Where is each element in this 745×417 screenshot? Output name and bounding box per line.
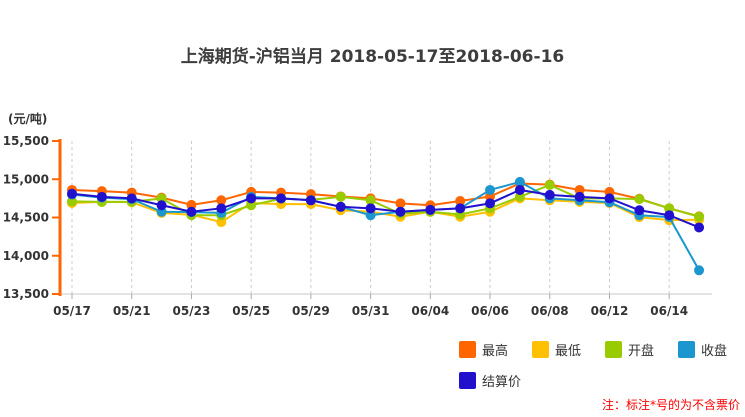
legend-label-close: 收盘 bbox=[701, 344, 728, 359]
svg-text:05/17: 05/17 bbox=[53, 304, 91, 318]
legend-swatch-low-icon bbox=[532, 341, 549, 358]
legend-label-open: 开盘 bbox=[628, 344, 655, 359]
legend-item-open: 开盘 bbox=[605, 340, 678, 359]
y-axis-unit-label: (元/吨) bbox=[8, 112, 48, 126]
svg-text:14,500: 14,500 bbox=[3, 211, 49, 225]
svg-text:05/23: 05/23 bbox=[173, 304, 211, 318]
svg-text:06/14: 06/14 bbox=[650, 304, 688, 318]
svg-text:06/08: 06/08 bbox=[531, 304, 569, 318]
chart-legend: 最高 最低 开盘 收盘 结算价 bbox=[459, 340, 744, 402]
legend-item-high: 最高 bbox=[459, 340, 532, 359]
footnote-text: 注：标注*号的为不含票价 bbox=[601, 398, 740, 412]
svg-text:05/31: 05/31 bbox=[352, 304, 390, 318]
svg-text:14,000: 14,000 bbox=[3, 249, 49, 263]
legend-swatch-open-icon bbox=[605, 341, 622, 358]
svg-text:13,500: 13,500 bbox=[3, 287, 49, 301]
svg-text:05/25: 05/25 bbox=[232, 304, 270, 318]
legend-swatch-close-icon bbox=[678, 341, 695, 358]
svg-text:06/06: 06/06 bbox=[471, 304, 509, 318]
svg-text:15,500: 15,500 bbox=[3, 134, 49, 148]
svg-text:06/04: 06/04 bbox=[411, 304, 449, 318]
chart-title: 上海期货-沪铝当月 2018-05-17至2018-06-16 bbox=[180, 47, 565, 67]
legend-swatch-settlement-icon bbox=[459, 372, 476, 389]
legend-row-2: 结算价 bbox=[459, 371, 744, 390]
legend-label-low: 最低 bbox=[555, 344, 582, 359]
legend-swatch-high-icon bbox=[459, 341, 476, 358]
legend-row-1: 最高 最低 开盘 收盘 bbox=[459, 340, 744, 359]
legend-item-close: 收盘 bbox=[678, 340, 745, 359]
svg-text:15,000: 15,000 bbox=[3, 172, 49, 186]
price-line-chart: 15,500 15,000 14,500 14,000 13,500 05/17 05/21… bbox=[3, 134, 712, 318]
svg-text:06/12: 06/12 bbox=[591, 304, 629, 318]
legend-item-settlement: 结算价 bbox=[459, 371, 532, 390]
legend-item-low: 最低 bbox=[532, 340, 605, 359]
legend-label-high: 最高 bbox=[482, 344, 509, 359]
legend-label-settlement: 结算价 bbox=[482, 375, 522, 390]
svg-text:05/29: 05/29 bbox=[292, 304, 330, 318]
svg-text:05/21: 05/21 bbox=[113, 304, 151, 318]
